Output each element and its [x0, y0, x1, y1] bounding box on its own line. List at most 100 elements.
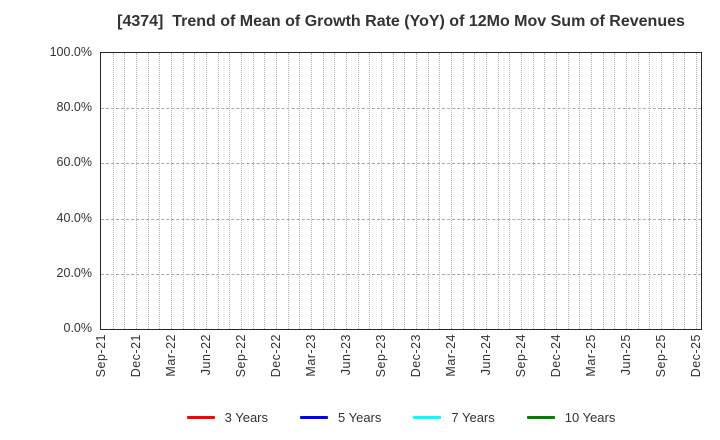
legend-line-swatch	[186, 415, 215, 419]
vertical-gridline	[217, 53, 219, 329]
x-tick-label: Jun-22	[198, 334, 214, 375]
x-tick-label: Dec-22	[268, 334, 284, 377]
legend-item: 5 Years	[300, 410, 381, 425]
x-tick-label-text: Jun-23	[338, 334, 353, 376]
x-tick-label: Sep-21	[93, 334, 109, 377]
vertical-gridline	[299, 53, 301, 329]
vertical-gridline	[672, 53, 674, 329]
x-tick-label: Mar-22	[163, 334, 179, 377]
vertical-gridline	[579, 53, 581, 329]
horizontal-gridline	[101, 218, 701, 220]
x-tick-label: Dec-25	[688, 334, 704, 377]
horizontal-gridline	[101, 108, 701, 110]
x-tick-label-text: Jun-24	[478, 334, 493, 376]
legend-item: 3 Years	[186, 409, 268, 425]
vertical-gridline	[451, 53, 452, 329]
x-tick-label-text: Mar-24	[443, 334, 458, 377]
x-tick-label: Dec-24	[548, 334, 564, 377]
vertical-gridline	[544, 53, 546, 329]
vertical-gridline	[241, 53, 242, 329]
vertical-gridline	[684, 53, 686, 329]
vertical-gridline	[381, 53, 382, 329]
vertical-gridline	[696, 53, 697, 329]
vertical-gridline	[462, 53, 464, 329]
vertical-gridline	[556, 53, 557, 329]
legend-line-swatch	[526, 415, 555, 419]
vertical-gridline	[392, 53, 394, 329]
x-tick-label: Mar-23	[303, 334, 319, 377]
vertical-gridline	[649, 53, 651, 329]
plot-area	[100, 52, 702, 330]
legend: 3 Years 5 Years 7 Years 10 Years	[100, 408, 702, 426]
vertical-gridline	[124, 53, 126, 329]
vertical-gridline	[567, 53, 569, 329]
y-tick-label: 80.0%	[56, 100, 92, 115]
vertical-gridline	[252, 53, 254, 329]
vertical-gridline	[416, 53, 417, 329]
vertical-gridline	[334, 53, 336, 329]
vertical-gridline	[474, 53, 476, 329]
vertical-gridline	[602, 53, 604, 329]
vertical-gridline	[637, 53, 639, 329]
vertical-gridline	[159, 53, 161, 329]
vertical-gridline	[661, 53, 662, 329]
chart-title: [4374] Trend of Mean of Growth Rate (YoY…	[117, 13, 685, 30]
x-tick-label: Mar-25	[583, 334, 599, 377]
x-tick-label-text: Mar-25	[583, 334, 598, 377]
legend-label: 7 Years	[451, 409, 495, 425]
vertical-gridline	[357, 53, 359, 329]
x-tick-label-text: Dec-23	[408, 334, 423, 378]
horizontal-gridline	[101, 163, 701, 165]
x-tick-label-text: Mar-23	[303, 334, 318, 377]
x-tick-label-text: Sep-25	[653, 334, 668, 378]
vertical-gridline	[206, 53, 207, 329]
x-tick-label-text: Dec-25	[688, 334, 703, 378]
legend-item: 10 Years	[526, 409, 616, 425]
vertical-gridline	[369, 53, 371, 329]
legend-line-swatch	[413, 415, 442, 419]
vertical-gridline	[264, 53, 266, 329]
legend-item: 7 Years	[413, 409, 495, 425]
legend-label: 5 Years	[338, 409, 382, 425]
vertical-gridline	[171, 53, 172, 329]
x-tick-label-text: Jun-25	[618, 334, 633, 376]
x-tick-label: Sep-22	[233, 334, 249, 377]
x-tick-label-text: Mar-22	[163, 334, 178, 377]
vertical-gridline	[591, 53, 592, 329]
vertical-gridline	[427, 53, 429, 329]
vertical-gridline	[147, 53, 149, 329]
vertical-gridline	[532, 53, 534, 329]
legend-label: 3 Years	[224, 409, 268, 425]
vertical-gridline	[614, 53, 616, 329]
vertical-gridline	[311, 53, 312, 329]
grid-layer	[101, 53, 701, 329]
vertical-gridline	[439, 53, 441, 329]
y-tick-label: 100.0%	[49, 45, 92, 59]
y-tick-label: 40.0%	[56, 210, 92, 225]
x-tick-label-text: Dec-21	[128, 334, 143, 378]
legend-line-swatch	[300, 415, 328, 419]
x-tick-label: Sep-23	[373, 334, 389, 377]
vertical-gridline	[404, 53, 406, 329]
vertical-gridline	[346, 53, 347, 329]
x-tick-label: Sep-25	[653, 334, 669, 377]
x-tick-label-text: Sep-22	[233, 334, 248, 378]
x-tick-label-text: Sep-23	[373, 334, 388, 378]
vertical-gridline	[509, 53, 511, 329]
vertical-gridline	[112, 53, 114, 329]
x-tick-label: Jun-24	[478, 334, 494, 375]
x-tick-label: Jun-25	[618, 334, 634, 375]
vertical-gridline	[136, 53, 137, 329]
x-tick-label-text: Sep-21	[93, 334, 108, 378]
x-tick-label: Mar-24	[443, 334, 459, 377]
x-tick-label: Dec-21	[128, 334, 144, 377]
vertical-gridline	[229, 53, 231, 329]
vertical-gridline	[182, 53, 184, 329]
vertical-gridline	[194, 53, 196, 329]
vertical-gridline	[521, 53, 522, 329]
x-tick-label-text: Sep-24	[513, 334, 528, 378]
x-tick-label-text: Dec-24	[548, 334, 563, 378]
x-tick-label-text: Dec-22	[268, 334, 283, 378]
legend-label: 10 Years	[564, 409, 616, 425]
